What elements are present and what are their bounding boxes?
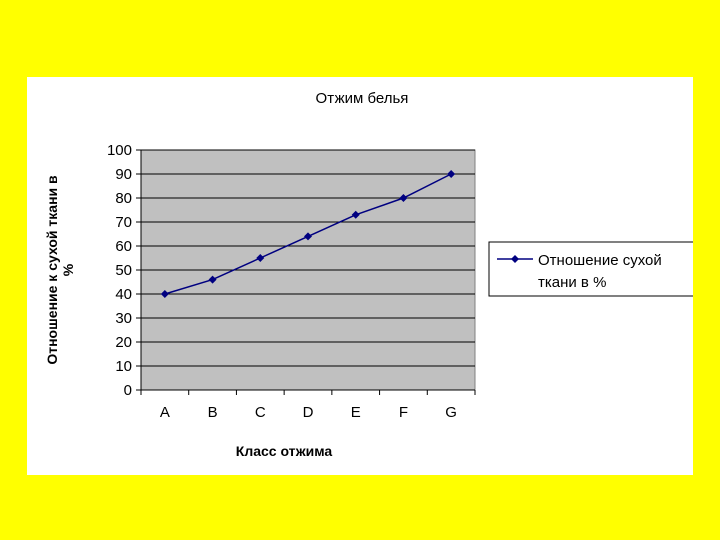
data-series: [160, 170, 456, 298]
x-tick-label: F: [399, 404, 408, 421]
y-tick-label: 30: [115, 310, 132, 327]
line-chart: Отжим белья 0 10 20 30 40 50 60 70 80 90 100 A B C D E…: [44, 90, 693, 459]
data-point-marker: [399, 194, 408, 202]
y-tick-label: 40: [115, 286, 132, 303]
x-tick-label: C: [255, 404, 266, 421]
y-tick-label: 20: [115, 334, 132, 351]
x-tick-label: B: [208, 404, 218, 421]
legend-label-line-1: Отношение сухой: [538, 252, 662, 269]
chart-card: Отжим белья 0 10 20 30 40 50 60 70 80 90 100 A B C D E…: [27, 77, 693, 475]
chart-title: Отжим белья: [316, 90, 409, 107]
x-tick-label: E: [351, 404, 361, 421]
y-tick-label: 80: [115, 190, 132, 207]
x-tick-label: D: [303, 404, 314, 421]
y-axis-title-line-2: %: [60, 263, 76, 276]
y-tick-label: 100: [107, 142, 132, 159]
data-point-marker: [160, 290, 169, 298]
legend-marker-swatch: [511, 255, 519, 263]
legend: Отношение сухой ткани в %: [488, 241, 693, 297]
y-tick-label: 0: [124, 382, 132, 399]
data-point-marker: [208, 275, 217, 284]
data-point-marker: [351, 210, 360, 219]
data-point-marker: [304, 232, 312, 241]
data-point-marker: [447, 170, 456, 178]
x-tick-label: A: [160, 404, 170, 421]
y-axis-title-line-1: Отношение к сухой ткани в: [44, 175, 60, 365]
y-tick-label: 70: [115, 214, 132, 231]
y-tick-label: 60: [115, 238, 132, 255]
y-tick-label: 90: [115, 166, 132, 183]
legend-label-line-2: ткани в %: [538, 274, 606, 291]
y-tick-label: 50: [115, 262, 132, 279]
x-axis-title: Класс отжима: [236, 443, 333, 459]
data-point-marker: [256, 254, 265, 262]
y-axis-title: Отношение к сухой ткани в %: [44, 175, 76, 365]
gridlines: [141, 149, 475, 367]
y-tick-label: 10: [115, 358, 132, 375]
legend-box: [488, 241, 693, 297]
x-tick-label: G: [445, 404, 457, 421]
x-axis-ticks: A B C D E F G: [140, 390, 476, 421]
y-axis-ticks: 0 10 20 30 40 50 60 70 80 90 100: [107, 142, 141, 399]
